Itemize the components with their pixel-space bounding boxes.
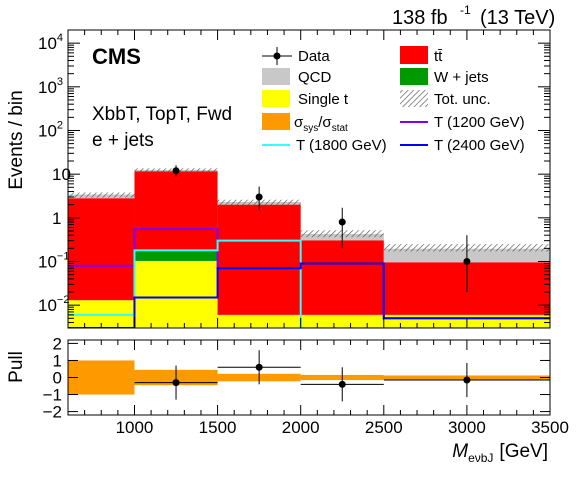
signal-line-t2400 (68, 262, 550, 328)
x-tick-label: 3500 (531, 418, 569, 437)
y-tick-label: 102 (38, 119, 63, 140)
legend-label-qcd: QCD (298, 69, 332, 86)
x-tick-label: 3000 (448, 418, 486, 437)
y-tick-label: 10 (52, 165, 71, 184)
y-axis-title: Events / bin (6, 90, 27, 189)
legend-label-single-t: Single t (298, 91, 349, 108)
signal-line-t1800 (68, 239, 550, 328)
main-plot-area (68, 165, 550, 328)
legend-swatch-wjets (400, 68, 428, 85)
legend-entry-t1800: T (1800 GeV) (262, 137, 387, 154)
pull-point (172, 379, 180, 387)
legend-swatch-ttbar (400, 46, 428, 64)
legend-label-sys-stat: σsys/σstat (294, 114, 348, 134)
data-point (338, 218, 346, 226)
bar-single-t (134, 260, 218, 328)
pull-plot-area (68, 350, 550, 402)
energy-label: (13 TeV) (480, 7, 555, 29)
legend-swatch-tot-unc (400, 90, 428, 107)
legend-entry-ttbar: tt̄ (400, 46, 443, 65)
x-tick-label: 1000 (116, 418, 154, 437)
pull-y-tick-label: −1 (43, 386, 62, 405)
total-unc-band (68, 192, 135, 198)
x-tick-label: 2500 (365, 418, 403, 437)
y-tick-label: 10−2 (38, 294, 69, 315)
legend-label-t1200: T (1200 GeV) (434, 114, 525, 131)
legend-entry-data: Data (262, 47, 330, 65)
legend-entry-single-t: Single t (262, 90, 349, 108)
pull-axis-title: Pull (6, 351, 27, 383)
legend-label-t2400: T (2400 GeV) (434, 137, 525, 154)
pull-y-tick-label: −2 (43, 403, 62, 422)
bar-ttbar (134, 171, 218, 251)
data-point (172, 167, 180, 175)
main-frame (67, 29, 551, 329)
region-label: XbbT, TopT, Fwd (92, 104, 232, 125)
y-tick-label: 10−1 (38, 250, 69, 271)
bar-single-t (300, 314, 384, 328)
pull-syst-band (68, 360, 135, 395)
bar-ttbar (300, 240, 384, 315)
legend-entry-t1200: T (1200 GeV) (400, 114, 525, 131)
legend-label-data: Data (298, 48, 330, 65)
bar-ttbar (217, 204, 301, 315)
legend-entry-wjets: W + jets (400, 68, 489, 86)
y-tick-label: 1 (52, 209, 61, 228)
y-tick-label: 103 (38, 76, 63, 97)
pull-point (463, 376, 471, 384)
pull-y-tick-label: 1 (53, 351, 62, 370)
pull-y-tick-label: 0 (53, 369, 62, 388)
pull-point (255, 363, 263, 371)
bar-single-t (217, 314, 301, 328)
channel-label: e + jets (92, 130, 154, 151)
legend-swatch-single-t (262, 90, 290, 107)
cms-label: CMS (92, 44, 141, 69)
legend-label-ttbar: tt̄ (434, 48, 443, 65)
x-axis-title: MeνbJ [GeV] (452, 441, 548, 465)
lumi-exponent: -1 (460, 3, 471, 17)
data-point (255, 193, 263, 201)
x-tick-label: 1500 (199, 418, 237, 437)
legend-entry-sys-stat: σsys/σstat (262, 113, 348, 134)
lumi-label: 138 fb (392, 7, 448, 29)
pull-y-tick-label: 2 (53, 334, 62, 353)
bar-ttbar (68, 198, 135, 301)
legend-swatch-sys-stat (262, 113, 290, 130)
legend-label-t1800: T (1800 GeV) (296, 137, 387, 154)
bar-wjets (134, 250, 218, 261)
legend: Data tt̄ QCD W + jets Single t Tot. unc.… (262, 46, 525, 154)
legend-entry-t2400: T (2400 GeV) (400, 137, 525, 154)
legend-label-wjets: W + jets (434, 69, 489, 86)
legend-label-tot-unc: Tot. unc. (434, 91, 491, 108)
y-tick-label: 104 (38, 32, 63, 53)
legend-swatch-qcd (262, 68, 290, 85)
pull-point (338, 380, 346, 388)
x-tick-label: 2000 (282, 418, 320, 437)
legend-entry-tot-unc: Tot. unc. (400, 90, 491, 108)
data-point (463, 257, 471, 265)
legend-entry-qcd: QCD (262, 68, 332, 86)
